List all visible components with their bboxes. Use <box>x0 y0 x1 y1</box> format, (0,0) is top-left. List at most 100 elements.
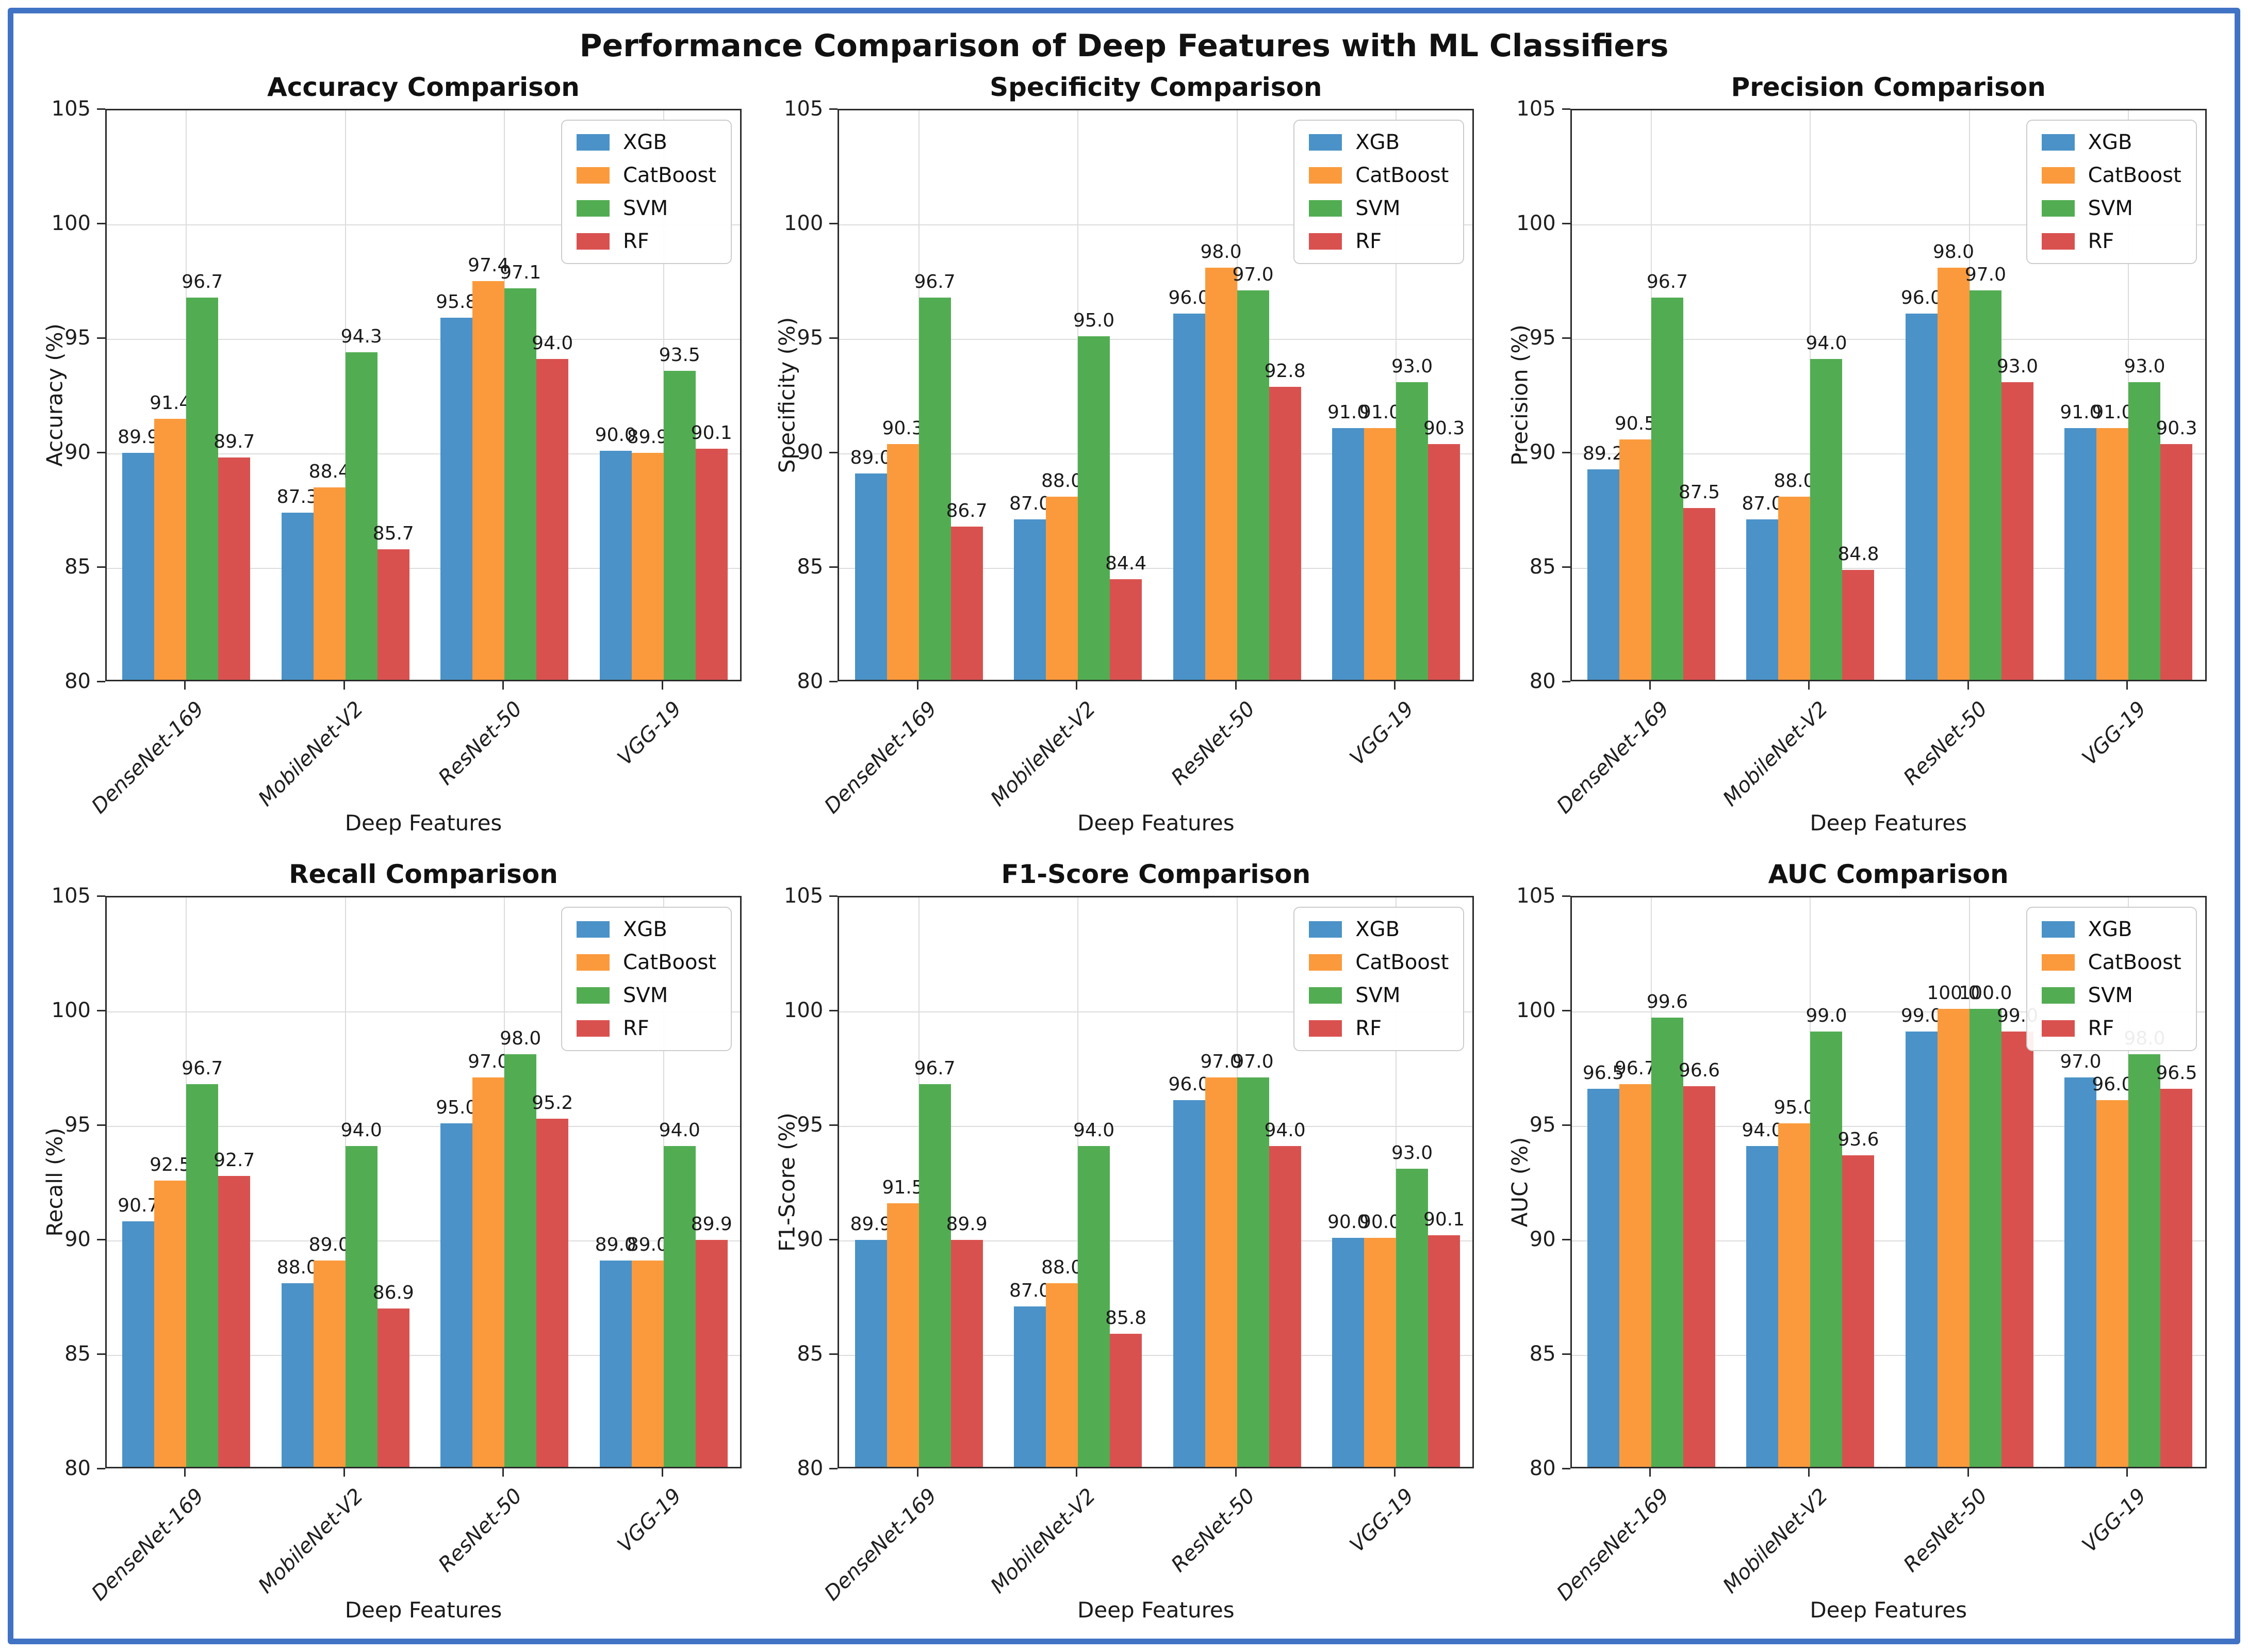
bar-catboost-vgg-19 <box>2096 428 2129 680</box>
y-tick-label: 85 <box>1529 555 1556 579</box>
x-tick-mark <box>184 1468 186 1477</box>
x-tick-label: ResNet-50 <box>1899 697 1992 790</box>
h-gridline <box>839 339 1473 340</box>
bar-svm-resnet-50 <box>1969 1008 2001 1467</box>
x-tick-label: VGG-19 <box>2078 1483 2151 1557</box>
bar-value-label: 96.0 <box>1900 287 1942 308</box>
bar-rf-mobilenet-v2 <box>1842 569 1875 680</box>
legend-item-xgb: XGB <box>576 132 716 153</box>
bar-value-label: 90.3 <box>1423 417 1465 439</box>
y-tick-label: 100 <box>51 211 91 235</box>
bar-catboost-vgg-19 <box>1364 1237 1397 1467</box>
y-tick-label: 85 <box>64 1342 91 1366</box>
legend-item-xgb: XGB <box>576 919 716 940</box>
legend-swatch-xgb <box>2041 921 2075 938</box>
bar-value-label: 96.7 <box>1614 1058 1656 1079</box>
x-tick-mark <box>1967 1468 1969 1477</box>
y-tick-label: 105 <box>51 884 91 908</box>
bar-svm-resnet-50 <box>1237 1077 1269 1467</box>
x-tick-label: MobileNet-V2 <box>253 697 368 811</box>
bar-rf-vgg-19 <box>695 448 728 680</box>
y-tick-mark <box>829 566 838 568</box>
x-tick-mark <box>1808 681 1810 690</box>
bar-value-label: 96.7 <box>1646 271 1688 292</box>
bar-value-label: 84.8 <box>1837 543 1879 565</box>
legend: XGB CatBoost SVM RF <box>1293 120 1465 264</box>
bar-svm-mobilenet-v2 <box>1810 1031 1843 1467</box>
legend-swatch-svm <box>1309 987 1342 1004</box>
bar-value-label: 87.5 <box>1678 482 1720 503</box>
y-tick-label: 95 <box>1529 1113 1556 1137</box>
legend-swatch-svm <box>1309 200 1342 217</box>
legend-swatch-catboost <box>2041 167 2075 184</box>
bar-value-label: 91.4 <box>150 392 191 414</box>
bar-value-label: 96.0 <box>2092 1074 2134 1095</box>
bar-value-label: 96.0 <box>1168 1074 1210 1095</box>
bar-value-label: 91.0 <box>1327 401 1369 423</box>
bar-catboost-densenet-169 <box>887 1203 919 1467</box>
h-gridline <box>839 1011 1473 1012</box>
bar-catboost-resnet-50 <box>1937 1008 1970 1467</box>
y-tick-label: 85 <box>64 555 91 579</box>
legend-swatch-catboost <box>2041 954 2075 971</box>
h-gridline <box>839 224 1473 225</box>
bar-xgb-vgg-19 <box>2064 1077 2097 1467</box>
x-tick-label: DenseNet-169 <box>87 697 209 819</box>
h-gridline <box>1571 1125 2205 1127</box>
legend-item-catboost: CatBoost <box>1309 952 1449 973</box>
x-tick-label: MobileNet-V2 <box>1718 697 1833 811</box>
legend-swatch-svm <box>576 200 610 217</box>
bar-value-label: 100.0 <box>1927 982 1980 1004</box>
legend-label: RF <box>622 230 649 253</box>
legend-item-svm: SVM <box>576 985 716 1006</box>
x-tick-mark <box>184 681 186 690</box>
legend: XGB CatBoost SVM RF <box>1293 906 1465 1051</box>
subplot-title: AUC Comparison <box>1768 859 2009 889</box>
bar-value-label: 94.0 <box>1073 1119 1115 1141</box>
legend-swatch-rf <box>2041 233 2075 250</box>
bar-rf-densenet-169 <box>1683 1086 1715 1467</box>
bar-value-label: 94.0 <box>659 1119 700 1141</box>
bar-value-label: 90.7 <box>118 1195 159 1217</box>
y-tick-mark <box>1562 1353 1570 1355</box>
x-tick-mark <box>1967 681 1969 690</box>
legend-item-xgb: XGB <box>1309 919 1449 940</box>
x-tick-label: ResNet-50 <box>1899 1483 1992 1577</box>
legend: XGB CatBoost SVM RF <box>561 906 732 1051</box>
bar-value-label: 96.7 <box>914 271 956 292</box>
bar-svm-densenet-169 <box>1651 297 1683 680</box>
bar-rf-densenet-169 <box>218 457 251 680</box>
legend-swatch-catboost <box>1309 167 1342 184</box>
bar-value-label: 89.0 <box>308 1234 350 1255</box>
bar-svm-vgg-19 <box>2128 1054 2161 1467</box>
y-tick-label: 80 <box>797 1456 824 1480</box>
legend-label: SVM <box>2088 197 2133 220</box>
h-gridline <box>1571 1011 2205 1012</box>
legend-label: SVM <box>1355 983 1401 1007</box>
x-tick-mark <box>661 681 663 690</box>
legend-swatch-rf <box>576 1020 610 1037</box>
bar-xgb-vgg-19 <box>1332 428 1365 680</box>
bar-value-label: 91.0 <box>2060 401 2102 423</box>
y-tick-mark <box>829 1124 838 1126</box>
x-tick-mark <box>1076 681 1078 690</box>
y-tick-label: 95 <box>64 326 91 350</box>
bar-value-label: 86.7 <box>946 500 988 521</box>
legend-label: CatBoost <box>2088 950 2181 974</box>
legend-swatch-svm <box>576 987 610 1004</box>
x-tick-label: MobileNet-V2 <box>1718 1483 1833 1598</box>
x-tick-label: VGG-19 <box>613 1483 686 1557</box>
bar-value-label: 97.1 <box>500 261 542 283</box>
bar-value-label: 89.0 <box>595 1234 636 1255</box>
bar-value-label: 93.5 <box>659 344 700 366</box>
y-tick-mark <box>1562 1124 1570 1126</box>
bar-rf-resnet-50 <box>1269 386 1301 680</box>
legend-item-svm: SVM <box>2041 985 2181 1006</box>
bar-value-label: 88.0 <box>1041 1257 1083 1279</box>
y-tick-mark <box>97 681 105 682</box>
y-tick-label: 95 <box>1529 326 1556 350</box>
x-tick-mark <box>1649 681 1651 690</box>
subplot-precision-comparison: Precision Comparison Precision (%) 89.2 87.… <box>1493 60 2225 847</box>
bar-svm-resnet-50 <box>504 1054 537 1467</box>
bar-xgb-mobilenet-v2 <box>1014 1306 1046 1467</box>
